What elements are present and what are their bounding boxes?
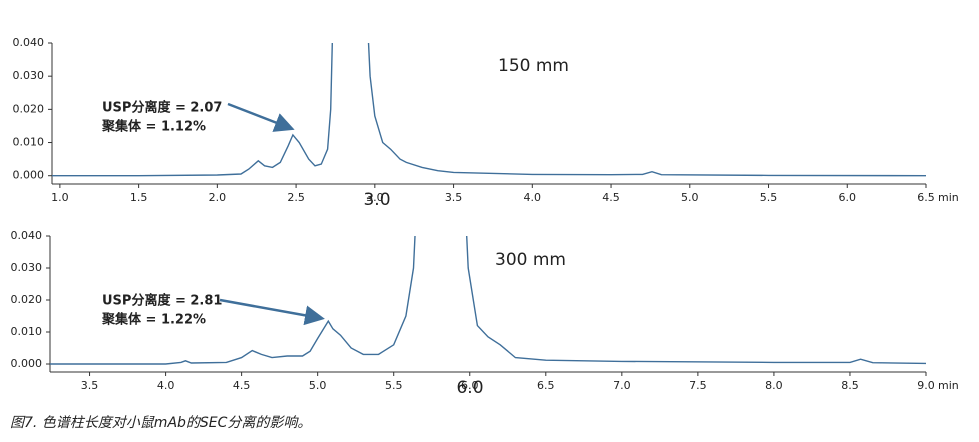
y-tick-label: 0.020 [11, 293, 43, 306]
y-tick-label: 0.000 [13, 169, 45, 182]
y-tick-label: 0.040 [11, 229, 43, 242]
x-tick-label: 3.5 [445, 191, 463, 204]
arrow [219, 298, 325, 326]
x-tick-label: 5.0 [309, 379, 327, 392]
y-tick-label: 0.010 [13, 136, 45, 149]
peak-label: 3.0 [363, 190, 390, 210]
x-tick-label: 4.0 [157, 379, 175, 392]
peak-label: 6.0 [456, 378, 483, 398]
y-tick-label: 0.030 [11, 261, 43, 274]
x-tick-label: 2.5 [287, 191, 305, 204]
x-tick-label: 7.5 [689, 379, 707, 392]
panel-label: 300 mm [495, 250, 566, 270]
annotation: 聚集体 = 1.12% [101, 119, 206, 135]
trace [50, 236, 926, 365]
x-tick-label: 6.5 [537, 379, 555, 392]
x-tick-label: 4.5 [233, 379, 251, 392]
x-tick-label: 4.0 [524, 191, 542, 204]
x-tick-label: 5.5 [760, 191, 778, 204]
caption: 图7. 色谱柱长度对小鼠mAb的SEC分离的影响。 [10, 415, 311, 431]
x-unit: min [938, 379, 959, 392]
trace [52, 43, 926, 177]
x-tick-label: 3.0 [366, 191, 384, 204]
x-tick-label: 9.0 [917, 379, 935, 392]
x-tick-label: 3.5 [81, 379, 99, 392]
arrow [227, 102, 295, 132]
y-tick-label: 0.020 [13, 102, 45, 115]
y-tick-label: 0.010 [11, 325, 43, 338]
x-tick-label: 4.5 [602, 191, 620, 204]
panel-label: 150 mm [498, 56, 569, 76]
annotation: 聚集体 = 1.22% [101, 312, 206, 328]
y-tick-label: 0.000 [11, 357, 43, 370]
x-tick-label: 1.0 [51, 191, 69, 204]
x-unit: min [938, 191, 959, 204]
y-tick-label: 0.030 [13, 69, 45, 82]
x-tick-label: 6.0 [839, 191, 857, 204]
annotation: USP分离度 = 2.07 [102, 100, 222, 116]
x-tick-label: 7.0 [613, 379, 631, 392]
x-tick-label: 8.0 [765, 379, 783, 392]
y-tick-label: 0.040 [13, 36, 45, 49]
x-tick-label: 5.0 [681, 191, 699, 204]
x-tick-label: 2.0 [209, 191, 227, 204]
x-tick-label: 1.5 [130, 191, 148, 204]
x-tick-label: 6.0 [461, 379, 479, 392]
x-tick-label: 6.5 [917, 191, 935, 204]
x-tick-label: 5.5 [385, 379, 403, 392]
annotation: USP分离度 = 2.81 [102, 293, 222, 309]
x-tick-label: 8.5 [841, 379, 859, 392]
